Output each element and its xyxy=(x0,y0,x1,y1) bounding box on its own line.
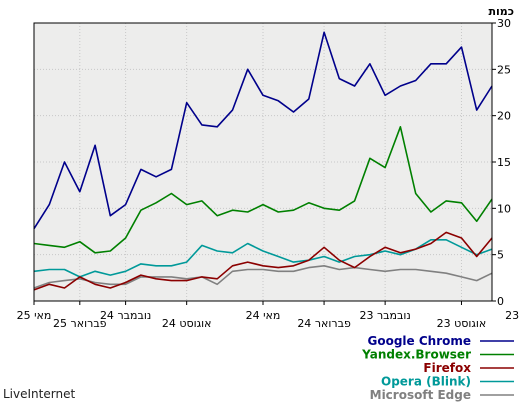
legend-label: Firefox xyxy=(423,361,471,375)
x-tick-label: 23 נובמבר xyxy=(359,309,410,322)
y-tick-label: 25 xyxy=(497,63,511,76)
legend-label: Microsoft Edge xyxy=(370,388,471,402)
y-tick-label: 5 xyxy=(497,249,504,262)
legend-label: Opera (Blink) xyxy=(381,375,471,389)
series-line-firefox xyxy=(33,231,493,291)
x-tick-label: 24 מאי xyxy=(246,309,281,322)
x-tick-label: 23 אוגוסט xyxy=(437,317,487,330)
grid-lines xyxy=(34,23,492,301)
unit-label: כמות xyxy=(489,5,514,18)
series-line-microsoft-edge xyxy=(33,264,493,289)
x-tick-label: 23 מאי xyxy=(505,309,520,322)
brand-footer: LiveInternet xyxy=(3,387,76,401)
x-tick-label: 24 פברואר xyxy=(297,317,351,330)
legend: Google ChromeYandex.BrowserFirefoxOpera … xyxy=(361,334,514,402)
legend-label: Google Chrome xyxy=(367,334,471,348)
y-tick-label: 20 xyxy=(497,110,511,123)
series-lines xyxy=(33,31,493,291)
y-tick-label: 15 xyxy=(497,156,511,169)
x-tick-label: 25 מאי xyxy=(17,309,52,322)
y-tick-label: 30 xyxy=(497,17,511,30)
series-line-google-chrome xyxy=(33,31,493,230)
y-tick-label: 10 xyxy=(497,202,511,215)
legend-label: Yandex.Browser xyxy=(361,348,471,362)
series-line-yandex-browser xyxy=(33,126,493,254)
x-tick-label: 24 אוגוסט xyxy=(162,317,212,330)
x-tick-label: 25 פברואר xyxy=(53,317,107,330)
x-tick-label: 24 נובמבר xyxy=(100,309,151,322)
y-axis-ticks: 0 5 10 15 20 25 30 xyxy=(492,17,511,308)
y-tick-label: 0 xyxy=(497,295,504,308)
